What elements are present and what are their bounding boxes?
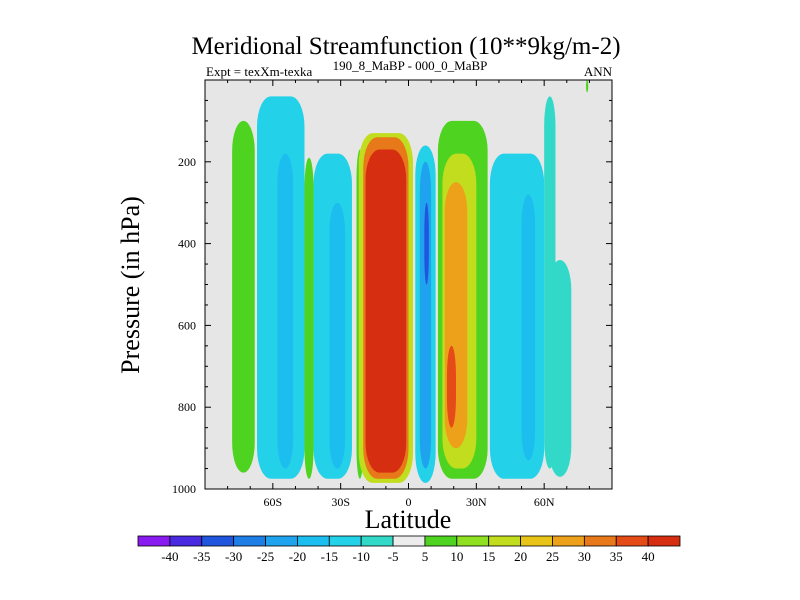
colorbar-label: 15 <box>482 549 495 564</box>
colorbar-swatch <box>201 535 235 547</box>
experiment-label: Expt = texXm-texka <box>206 64 312 79</box>
colorbar-label: 10 <box>450 549 463 564</box>
contour-band-19n-red-orange <box>446 345 456 428</box>
y-tick-label: 200 <box>178 155 196 169</box>
y-tick-label: 600 <box>178 318 196 332</box>
colorbar-label: 35 <box>610 549 623 564</box>
x-tick-label: 0 <box>406 495 412 509</box>
contour-band-32s-blue <box>329 202 346 469</box>
colorbar-swatch <box>265 535 298 547</box>
experiment-periods-label: 190_8_MaBP - 000_0_MaBP <box>333 58 488 73</box>
colorbar-swatch <box>424 535 458 547</box>
colorbar-label: 30 <box>578 549 591 564</box>
contour-band-9n-deep-blue <box>424 202 429 285</box>
contour-band-60s-south-green <box>232 120 255 473</box>
colorbar-label: 25 <box>546 549 559 564</box>
colorbar-swatch <box>552 535 585 547</box>
x-tick-label: 30S <box>331 495 350 509</box>
colorbar-label: -10 <box>353 549 370 564</box>
contour-band-48n-cyan <box>489 153 545 479</box>
colorbar-swatch <box>169 535 203 547</box>
contour-band-45s-blue <box>277 153 294 469</box>
y-tick-label: 400 <box>178 237 196 251</box>
contour-band-40s-green <box>304 157 314 479</box>
y-tick-label: 1000 <box>172 482 196 496</box>
colorbar-swatch <box>520 535 553 547</box>
colorbar-label: -15 <box>321 549 338 564</box>
colorbar-swatch <box>137 535 171 547</box>
colorbar-label: 20 <box>514 549 527 564</box>
colorbar-label: -40 <box>161 549 178 564</box>
colorbar-label: -30 <box>225 549 242 564</box>
colorbar-label: -25 <box>257 549 274 564</box>
x-tick-label: 60S <box>263 495 282 509</box>
x-tick-label: 30N <box>466 495 487 509</box>
season-label: ANN <box>584 64 613 79</box>
y-axis-label: Pressure (in hPa) <box>116 196 145 374</box>
colorbar-label: -20 <box>289 549 306 564</box>
contour-band-55n-blue <box>521 194 536 461</box>
colorbar-swatch <box>328 535 362 547</box>
colorbar-swatch <box>647 535 681 547</box>
y-tick-label: 800 <box>178 400 196 414</box>
colorbar-swatch <box>488 535 521 547</box>
colorbar <box>137 535 681 547</box>
colorbar-label: -5 <box>388 549 399 564</box>
colorbar-labels: -40 -35 -30 -25 -20 -15 -10 -5 5 10 15 20 25 30 35 40 <box>161 549 654 564</box>
colorbar-swatch <box>583 535 617 547</box>
colorbar-swatch <box>297 535 330 547</box>
chart-title: Meridional Streamfunction (10**9kg/m-2) <box>191 33 620 60</box>
colorbar-label: 40 <box>642 549 655 564</box>
colorbar-swatch <box>456 535 490 547</box>
contour-band-60n-pale-cyan <box>548 259 572 477</box>
x-tick-label: 60N <box>534 495 555 509</box>
colorbar-swatch <box>360 535 394 547</box>
x-axis-label: Latitude <box>365 505 452 534</box>
contour-band-78n-green-sliver <box>585 80 589 93</box>
colorbar-swatch <box>392 535 426 547</box>
plot-area <box>204 79 613 490</box>
colorbar-swatch <box>615 535 649 547</box>
colorbar-label: 5 <box>422 549 429 564</box>
colorbar-swatch <box>233 535 266 547</box>
colorbar-label: -35 <box>193 549 210 564</box>
contour-band-12s-red <box>365 149 407 473</box>
